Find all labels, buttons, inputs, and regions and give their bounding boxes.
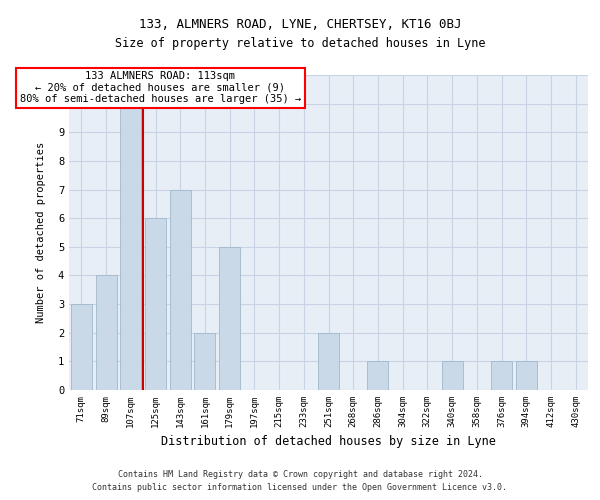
Bar (516, 362, 537, 390)
Bar (367, 362, 388, 390)
Bar (491, 362, 512, 390)
Text: Size of property relative to detached houses in Lyne: Size of property relative to detached ho… (115, 38, 485, 51)
Bar (120, 104, 141, 390)
Bar (145, 218, 166, 390)
Text: 133 ALMNERS ROAD: 113sqm
← 20% of detached houses are smaller (9)
80% of semi-de: 133 ALMNERS ROAD: 113sqm ← 20% of detach… (20, 72, 301, 104)
Bar (71, 304, 92, 390)
Bar (194, 332, 215, 390)
Y-axis label: Number of detached properties: Number of detached properties (36, 142, 46, 323)
Bar (219, 247, 240, 390)
Bar (170, 190, 191, 390)
Text: 133, ALMNERS ROAD, LYNE, CHERTSEY, KT16 0BJ: 133, ALMNERS ROAD, LYNE, CHERTSEY, KT16 … (139, 18, 461, 30)
Bar (95, 276, 116, 390)
Text: Contains HM Land Registry data © Crown copyright and database right 2024.
Contai: Contains HM Land Registry data © Crown c… (92, 470, 508, 492)
X-axis label: Distribution of detached houses by size in Lyne: Distribution of detached houses by size … (161, 436, 496, 448)
Bar (442, 362, 463, 390)
Bar (318, 332, 339, 390)
